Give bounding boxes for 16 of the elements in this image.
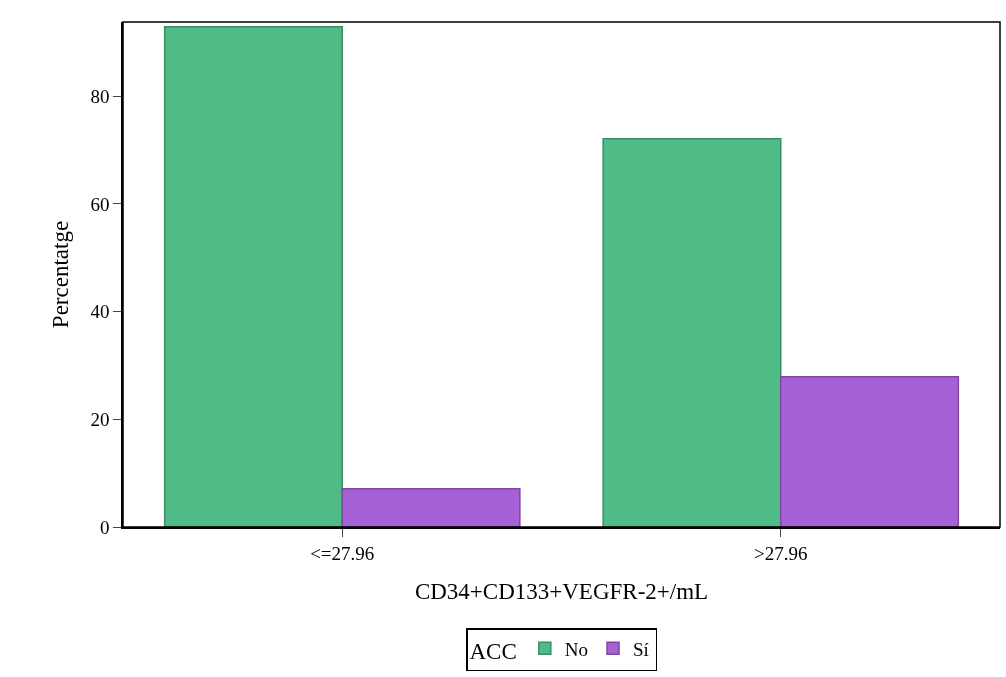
bar <box>163 26 343 527</box>
bar <box>341 488 521 527</box>
y-tick-label: 20 <box>90 408 110 430</box>
y-tick-label: 0 <box>99 516 110 538</box>
y-tick-label: 40 <box>90 301 110 323</box>
bar <box>602 138 782 527</box>
x-tick-label: >27.96 <box>754 542 808 564</box>
legend-label: Sí <box>633 638 650 660</box>
legend-title: ACC <box>469 639 517 665</box>
legend-label: No <box>564 638 589 660</box>
bar <box>780 376 960 527</box>
y-axis-title: Percentatge <box>48 220 74 329</box>
x-axis-title: CD34+CD133+VEGFR-2+/mL <box>414 578 709 604</box>
y-tick-label: 80 <box>90 85 110 107</box>
x-tick-label: <=27.96 <box>310 542 375 564</box>
y-tick-label: 60 <box>90 193 110 215</box>
